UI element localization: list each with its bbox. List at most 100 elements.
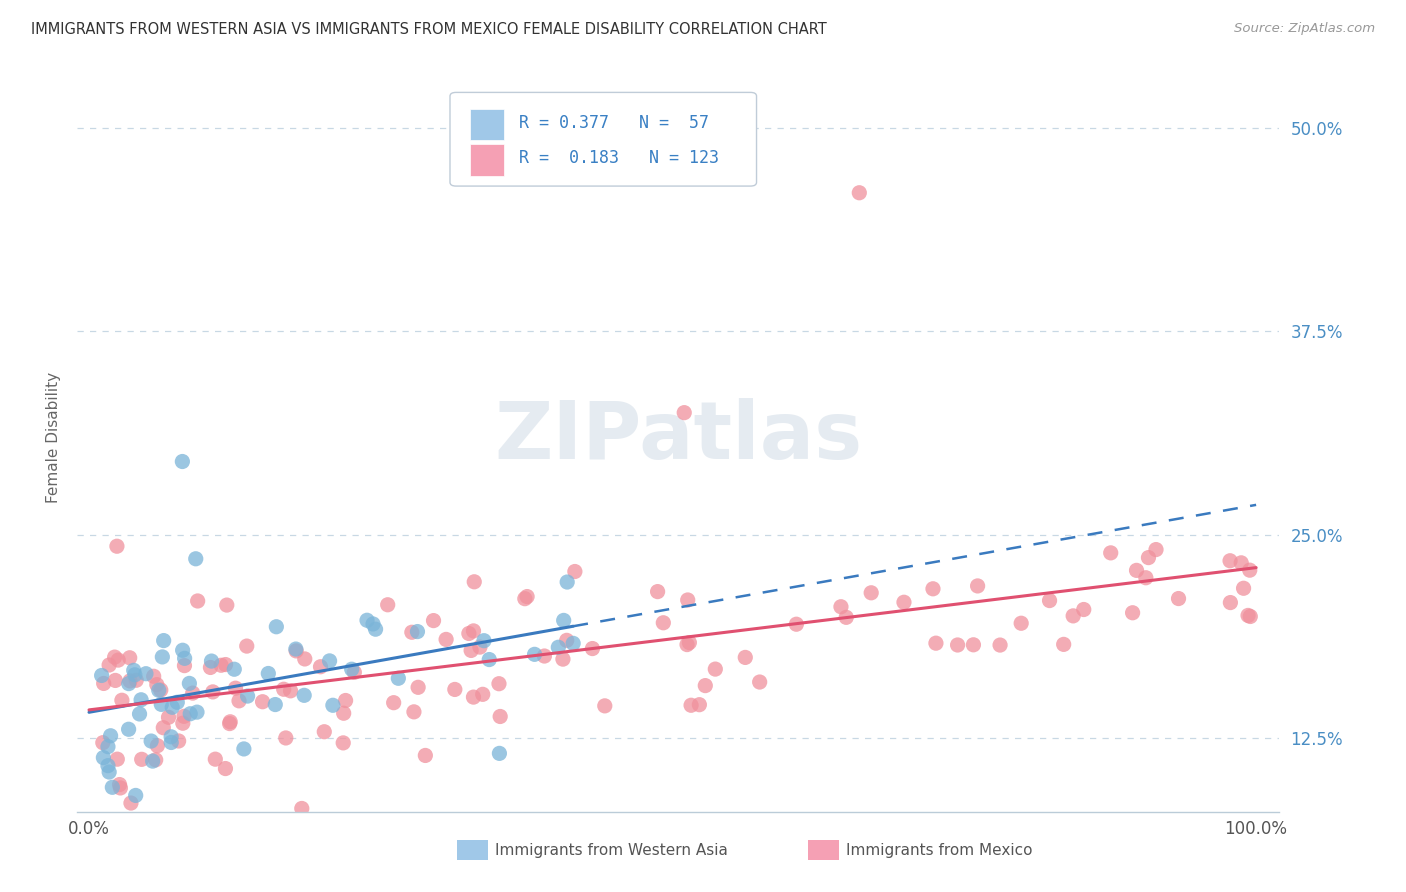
Point <box>236 689 259 703</box>
Point <box>695 679 717 693</box>
Point <box>214 762 236 776</box>
Text: IMMIGRANTS FROM WESTERN ASIA VS IMMIGRANTS FROM MEXICO FEMALE DISABILITY CORRELA: IMMIGRANTS FROM WESTERN ASIA VS IMMIGRAN… <box>31 22 827 37</box>
Point <box>1230 556 1253 570</box>
Point <box>925 636 948 650</box>
Point <box>962 638 984 652</box>
Point <box>172 643 194 657</box>
Point <box>340 662 363 676</box>
Point <box>236 639 259 653</box>
Point <box>122 664 145 678</box>
Point <box>201 685 224 699</box>
Point <box>146 739 169 753</box>
Text: Immigrants from Western Asia: Immigrants from Western Asia <box>495 844 728 858</box>
Point <box>224 662 246 676</box>
Point <box>141 734 163 748</box>
Point <box>200 654 222 668</box>
Point <box>471 687 494 701</box>
Point <box>322 698 344 713</box>
Point <box>1219 554 1241 568</box>
Point <box>1137 550 1160 565</box>
Point <box>676 593 699 607</box>
Point <box>402 705 425 719</box>
Point <box>533 648 555 663</box>
Point <box>406 681 429 695</box>
Point <box>523 648 546 662</box>
Point <box>104 650 127 665</box>
Point <box>946 638 969 652</box>
Point <box>225 681 247 696</box>
Point <box>125 673 148 688</box>
Point <box>173 651 195 665</box>
Point <box>468 640 491 654</box>
Point <box>1038 593 1060 607</box>
Point <box>377 598 399 612</box>
Point <box>1144 542 1167 557</box>
Point <box>273 682 295 697</box>
Point <box>186 705 208 719</box>
Point <box>166 695 188 709</box>
Point <box>1125 563 1147 577</box>
Point <box>152 633 174 648</box>
Point <box>382 696 405 710</box>
Point <box>232 742 254 756</box>
Point <box>110 780 132 795</box>
Point <box>1122 606 1144 620</box>
Point <box>108 778 131 792</box>
Point <box>131 752 153 766</box>
Point <box>647 584 669 599</box>
Text: Immigrants from Mexico: Immigrants from Mexico <box>846 844 1033 858</box>
Point <box>118 673 141 688</box>
Text: ZIPatlas: ZIPatlas <box>495 398 862 476</box>
Point <box>1010 616 1032 631</box>
Point <box>422 614 444 628</box>
Point <box>257 666 280 681</box>
Point <box>1219 596 1241 610</box>
Point <box>547 640 569 655</box>
Point <box>387 671 409 685</box>
Point <box>361 617 384 632</box>
Point <box>274 731 297 745</box>
Point <box>555 633 578 648</box>
Text: Source: ZipAtlas.com: Source: ZipAtlas.com <box>1234 22 1375 36</box>
Point <box>93 676 115 690</box>
Point <box>145 753 167 767</box>
Point <box>160 730 183 744</box>
Point <box>150 649 173 664</box>
Point <box>488 747 510 761</box>
Point <box>172 716 194 731</box>
Point <box>285 644 308 658</box>
Point <box>406 624 429 639</box>
Point <box>98 658 121 673</box>
Point <box>364 622 387 636</box>
Point <box>150 698 173 712</box>
Point <box>228 694 250 708</box>
Point <box>146 678 169 692</box>
Point <box>252 695 274 709</box>
Point <box>179 706 201 721</box>
Point <box>149 683 172 698</box>
Point <box>434 632 457 647</box>
Point <box>1232 581 1254 595</box>
Point <box>181 686 204 700</box>
Point <box>1239 609 1261 624</box>
Point <box>593 698 616 713</box>
Point <box>673 406 696 420</box>
Point <box>280 683 302 698</box>
Point <box>443 682 465 697</box>
Point <box>581 641 603 656</box>
Point <box>118 650 141 665</box>
Point <box>204 752 226 766</box>
Y-axis label: Female Disability: Female Disability <box>45 371 60 503</box>
Point <box>734 650 756 665</box>
Point <box>97 758 120 772</box>
Point <box>152 721 174 735</box>
Point <box>688 698 710 712</box>
Point <box>676 638 699 652</box>
Point <box>463 574 485 589</box>
Point <box>564 565 586 579</box>
Point <box>291 801 314 815</box>
Point <box>1073 602 1095 616</box>
Point <box>463 690 485 705</box>
Point <box>460 643 482 657</box>
Point <box>1237 608 1260 623</box>
